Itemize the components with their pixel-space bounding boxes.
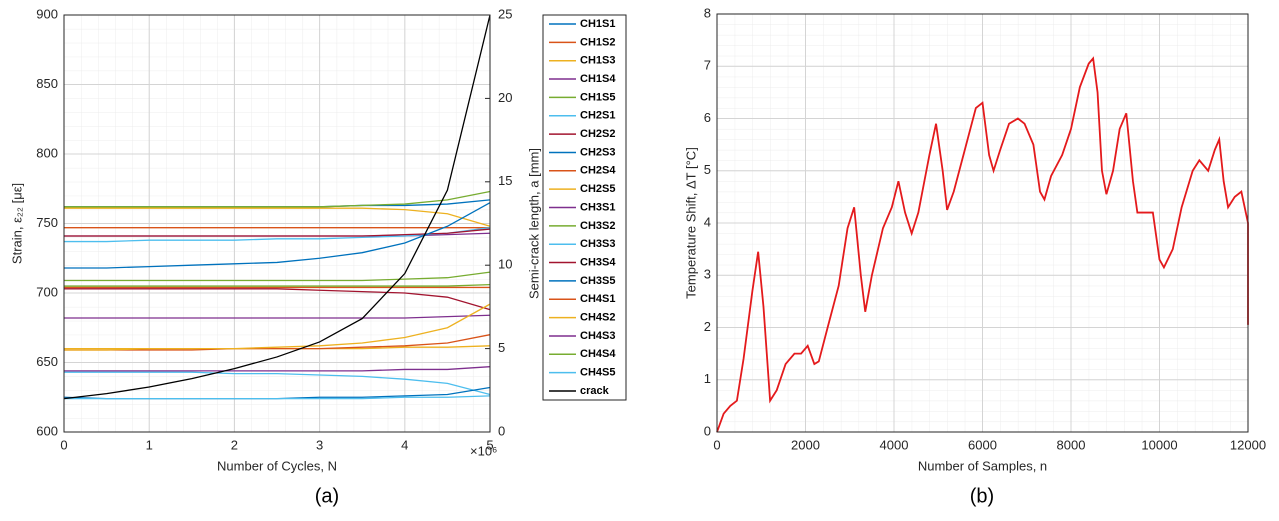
y-tick-label: 7 <box>704 58 711 73</box>
y-tick-label: 600 <box>36 423 58 438</box>
x-tick-label: 0 <box>713 437 720 452</box>
x-tick-label: 8000 <box>1057 437 1086 452</box>
data-line <box>64 190 491 208</box>
data-line <box>64 303 491 351</box>
legend-label: CH4S3 <box>580 330 615 342</box>
legend-label: CH2S2 <box>580 128 615 140</box>
data-line <box>63 14 491 400</box>
legend-label: CH2S4 <box>580 165 616 177</box>
y-tick-label: 4 <box>704 214 711 229</box>
y-axis-label: Strain, ε₂₂ [με] <box>9 183 24 264</box>
legend-label: CH4S5 <box>580 367 615 379</box>
data-line <box>64 366 491 372</box>
data-line <box>64 227 491 243</box>
x-axis-label: Number of Cycles, N <box>217 458 337 473</box>
x-tick-label: 2 <box>231 437 238 452</box>
legend-label: CH3S1 <box>580 201 615 213</box>
data-line <box>64 371 491 396</box>
legend-label: CH3S3 <box>580 238 615 250</box>
data-line <box>64 284 491 287</box>
x-tick-label: 4 <box>401 437 408 452</box>
y2-tick-label: 10 <box>498 257 512 272</box>
data-line <box>64 334 491 351</box>
y-tick-label: 3 <box>704 267 711 282</box>
legend-label: CH3S4 <box>580 256 616 268</box>
y-tick-label: 8 <box>704 5 711 20</box>
y-tick-label: 1 <box>704 371 711 386</box>
y-tick-label: 0 <box>704 423 711 438</box>
data-line <box>64 271 491 282</box>
x-tick-label: 0 <box>60 437 67 452</box>
legend-label: CH1S2 <box>580 36 615 48</box>
panel-label: (a) <box>315 485 339 507</box>
axes-box <box>63 14 491 433</box>
x-tick-label: 6000 <box>968 437 997 452</box>
legend-label: CH4S2 <box>580 312 615 324</box>
x-tick-label: 5 <box>486 437 493 452</box>
y2-tick-label: 5 <box>498 340 505 355</box>
x-tick-label: 12000 <box>1230 437 1266 452</box>
x-tick-label: 1 <box>146 437 153 452</box>
data-line <box>64 395 491 400</box>
legend-label: crack <box>580 385 610 397</box>
y2-tick-label: 25 <box>498 6 512 21</box>
y-tick-label: 700 <box>36 284 58 299</box>
data-line <box>64 288 491 311</box>
data-line <box>64 314 491 319</box>
legend-label: CH4S1 <box>580 293 615 305</box>
y2-axis-label: Semi-crack length, a [mm] <box>526 148 541 299</box>
legend-label: CH1S1 <box>580 18 615 30</box>
y-tick-label: 850 <box>36 76 58 91</box>
axes-box <box>716 13 1249 433</box>
legend-label: CH4S4 <box>580 348 616 360</box>
y-tick-label: 900 <box>36 6 58 21</box>
y-tick-label: 5 <box>704 162 711 177</box>
legend-label: CH2S1 <box>580 110 615 122</box>
y-tick-label: 650 <box>36 354 58 369</box>
y2-tick-label: 15 <box>498 173 512 188</box>
legend-label: CH2S3 <box>580 146 615 158</box>
legend-label: CH3S2 <box>580 220 615 232</box>
y-tick-label: 750 <box>36 215 58 230</box>
data-line <box>64 228 491 237</box>
x-tick-label: 4000 <box>880 437 909 452</box>
y2-tick-label: 0 <box>498 423 505 438</box>
y2-tick-label: 20 <box>498 90 512 105</box>
x-tick-label: 3 <box>316 437 323 452</box>
panel-label: (b) <box>970 485 994 507</box>
x-tick-label: 2000 <box>791 437 820 452</box>
legend-label: CH1S3 <box>580 55 615 67</box>
x-exponent: ×10⁶ <box>470 443 497 458</box>
legend-label: CH1S5 <box>580 91 615 103</box>
legend-label: CH3S5 <box>580 275 615 287</box>
x-axis-label: Number of Samples, n <box>918 458 1047 473</box>
data-line <box>716 56 1249 433</box>
y-tick-label: 2 <box>704 319 711 334</box>
legend-label: CH1S4 <box>580 73 616 85</box>
y-tick-label: 800 <box>36 145 58 160</box>
y-axis-label: Temperature Shift, ΔT [°C] <box>683 147 698 299</box>
x-tick-label: 10000 <box>1141 437 1177 452</box>
legend-label: CH2S5 <box>580 183 615 195</box>
data-line <box>64 207 491 227</box>
data-line <box>64 202 491 269</box>
y-tick-label: 6 <box>704 110 711 125</box>
